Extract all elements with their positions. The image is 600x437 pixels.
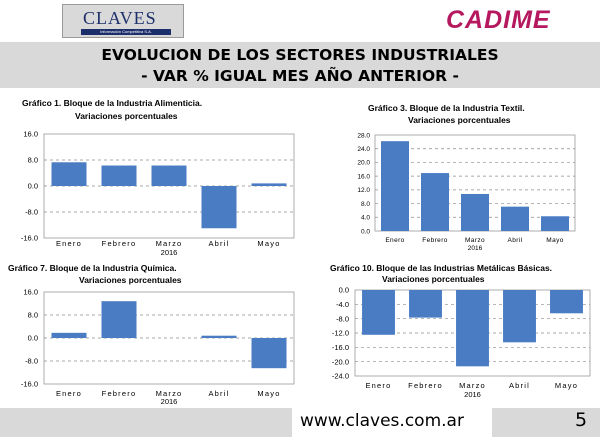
chart-3-subtitle: Variaciones porcentuales bbox=[408, 115, 511, 125]
page-subtitle: - VAR % IGUAL MES AÑO ANTERIOR - bbox=[141, 67, 459, 85]
bar bbox=[51, 162, 87, 186]
x-tick-label: Enero bbox=[56, 389, 82, 398]
y-tick-label: 20.0 bbox=[357, 160, 370, 167]
y-tick-label: 16.0 bbox=[357, 173, 370, 180]
chart-metalicas: 0.0 -4.0 -8.0 -12.0 -16.0 -20.0 -24.0 Enero Febr… bbox=[332, 286, 591, 399]
bar bbox=[503, 290, 536, 343]
y-tick-label: 0.0 bbox=[28, 334, 38, 343]
chart-10-subtitle: Variaciones porcentuales bbox=[382, 274, 485, 284]
bar bbox=[101, 165, 137, 186]
y-tick-label: 16.0 bbox=[23, 130, 38, 139]
y-tick-label: -20.0 bbox=[332, 357, 349, 366]
x-tick-label: Marzo bbox=[156, 239, 183, 248]
y-tick-label: -4.0 bbox=[336, 300, 349, 309]
bar bbox=[456, 290, 489, 367]
claves-logo: CLAVES Información Competitiva S.A. bbox=[62, 4, 184, 38]
x-tick-label: Marzo bbox=[459, 381, 486, 390]
x-tick-label: Marzo bbox=[465, 237, 485, 244]
y-tick-label: 8.0 bbox=[28, 156, 38, 165]
x-tick-label: Febrero bbox=[422, 237, 448, 244]
bar bbox=[201, 186, 237, 229]
x-tick-label: Febrero bbox=[102, 389, 137, 398]
x-category-note: 2016 bbox=[161, 248, 178, 257]
y-tick-label: 12.0 bbox=[357, 187, 370, 194]
y-tick-label: 4.0 bbox=[361, 215, 370, 222]
bar bbox=[201, 335, 237, 338]
y-tick-label: -16.0 bbox=[332, 343, 349, 352]
x-tick-label: Mayo bbox=[546, 237, 564, 244]
chart-quimica: 16.0 8.0 0.0 -8.0 -16.0 Enero Febrero Marzo Abri… bbox=[21, 288, 295, 406]
x-tick-label: Mayo bbox=[555, 381, 578, 390]
y-tick-label: 24.0 bbox=[357, 146, 370, 153]
footer-url[interactable]: www.claves.com.ar bbox=[300, 411, 464, 431]
chart-1-title: Gráfico 1. Bloque de la Industria Alimen… bbox=[22, 98, 203, 108]
chart-1-subtitle: Variaciones porcentuales bbox=[75, 111, 178, 121]
y-tick-label: -16.0 bbox=[21, 380, 38, 389]
bar bbox=[501, 206, 529, 231]
bar bbox=[251, 183, 287, 186]
bar bbox=[421, 173, 449, 231]
page-number: 5 bbox=[575, 409, 588, 431]
x-tick-label: Febrero bbox=[102, 239, 137, 248]
chart-textil: 28.0 24.0 20.0 16.0 12.0 8.0 4.0 0.0 Enero Febrer… bbox=[357, 132, 576, 252]
title-band: EVOLUCION DE LOS SECTORES INDUSTRIALES -… bbox=[0, 42, 600, 88]
x-tick-label: Abril bbox=[208, 239, 229, 248]
chart-alimenticia: 16.0 8.0 0.0 -8.0 -16.0 Enero Febrero Marzo Abri… bbox=[21, 130, 295, 257]
y-tick-label: -24.0 bbox=[332, 372, 349, 381]
bar bbox=[51, 332, 87, 338]
bar bbox=[550, 290, 583, 314]
chart-7-title: Gráfico 7. Bloque de la Industria Químic… bbox=[8, 263, 177, 273]
x-tick-label: Enero bbox=[56, 239, 82, 248]
y-tick-label: -16.0 bbox=[21, 234, 38, 243]
x-tick-label: Abril bbox=[507, 237, 522, 244]
footer-band-right bbox=[492, 408, 600, 437]
y-tick-label: -12.0 bbox=[332, 329, 349, 338]
x-tick-label: Mayo bbox=[257, 389, 280, 398]
y-tick-label: 28.0 bbox=[357, 132, 370, 139]
x-tick-label: Abril bbox=[208, 389, 229, 398]
x-category-note: 2016 bbox=[464, 390, 481, 399]
x-tick-label: Abril bbox=[509, 381, 530, 390]
bar bbox=[101, 301, 137, 338]
y-tick-label: 16.0 bbox=[23, 288, 38, 297]
x-category-note: 2016 bbox=[468, 245, 483, 252]
bar bbox=[409, 290, 442, 318]
y-tick-label: 0.0 bbox=[361, 228, 370, 235]
y-tick-label: 0.0 bbox=[28, 182, 38, 191]
chart-7-subtitle: Variaciones porcentuales bbox=[79, 275, 182, 285]
bar bbox=[251, 338, 287, 369]
cadime-logo: CADIME bbox=[446, 6, 551, 34]
x-tick-label: Enero bbox=[385, 237, 404, 244]
x-category-note: 2016 bbox=[161, 397, 178, 406]
y-tick-label: -8.0 bbox=[25, 208, 38, 217]
bar bbox=[461, 193, 489, 231]
y-tick-label: -8.0 bbox=[336, 314, 349, 323]
bar bbox=[151, 165, 187, 186]
claves-logo-text: CLAVES bbox=[83, 8, 157, 28]
x-tick-label: Febrero bbox=[408, 381, 443, 390]
x-tick-label: Mayo bbox=[257, 239, 280, 248]
x-tick-label: Enero bbox=[365, 381, 391, 390]
bar bbox=[362, 290, 395, 335]
footer-band-left bbox=[0, 408, 292, 437]
chart-10-title: Gráfico 10. Bloque de las Industrias Met… bbox=[330, 263, 553, 273]
claves-tagline: Información Competitiva S.A. bbox=[81, 29, 171, 35]
y-tick-label: -8.0 bbox=[25, 357, 38, 366]
x-tick-label: Marzo bbox=[156, 389, 183, 398]
y-tick-label: 8.0 bbox=[28, 311, 38, 320]
bar bbox=[381, 141, 409, 231]
page-title: EVOLUCION DE LOS SECTORES INDUSTRIALES bbox=[101, 46, 499, 64]
bar bbox=[541, 216, 569, 231]
y-tick-label: 8.0 bbox=[361, 201, 370, 208]
y-tick-label: 0.0 bbox=[339, 286, 349, 295]
chart-3-title: Gráfico 3. Bloque de la Industria Textil… bbox=[368, 103, 525, 113]
